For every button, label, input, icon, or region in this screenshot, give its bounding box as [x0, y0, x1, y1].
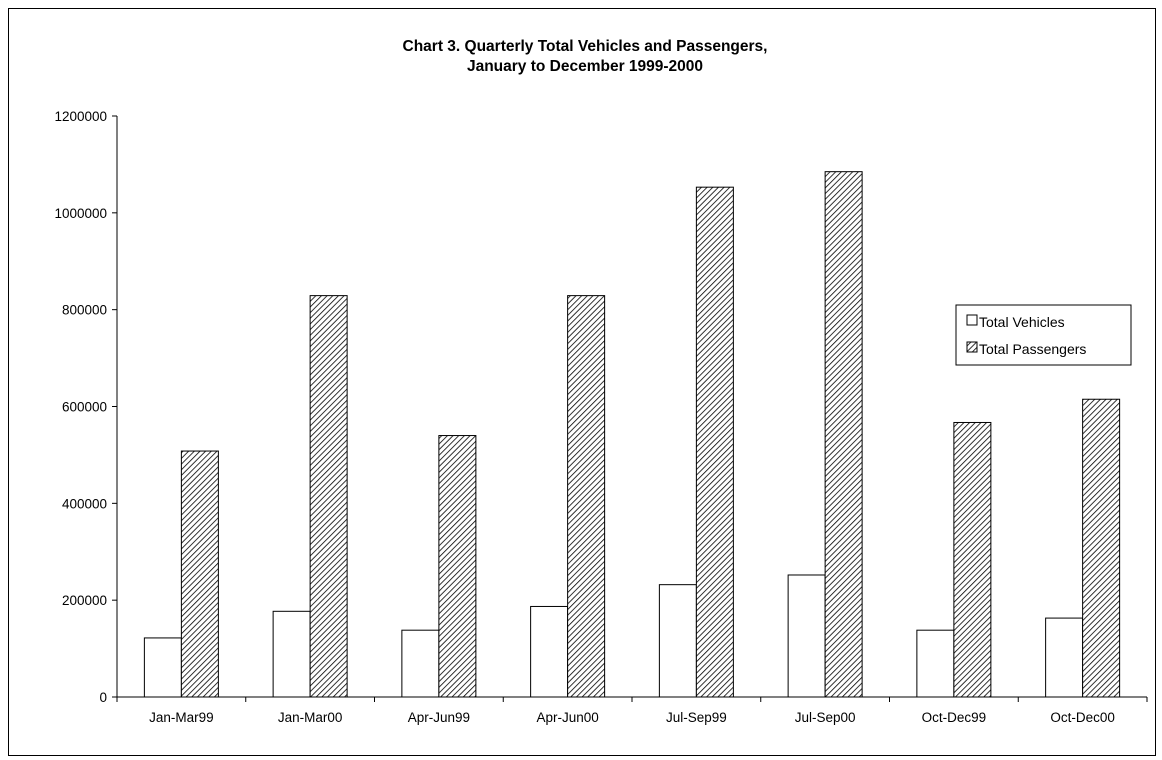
legend-swatch-vehicles — [966, 314, 978, 326]
bar-total-passengers — [309, 295, 348, 698]
bars — [143, 171, 1121, 698]
bar-total-passengers — [567, 295, 606, 698]
legend-box — [955, 304, 1132, 366]
bar-total-passengers — [695, 186, 734, 698]
y-tick-label: 800000 — [62, 303, 107, 318]
y-tick-label: 200000 — [62, 593, 107, 608]
y-tick-label: 600000 — [62, 400, 107, 415]
x-tick-label: Jul-Sep00 — [795, 710, 856, 725]
bar-total-vehicles — [401, 629, 440, 698]
x-tick-label: Oct-Dec00 — [1050, 710, 1115, 725]
chart-subtitle: January to December 1999-2000 — [467, 58, 703, 75]
x-tick-label: Jul-Sep99 — [666, 710, 727, 725]
x-tick-label: Jan-Mar00 — [278, 710, 343, 725]
legend: Total Vehicles Total Passengers — [955, 304, 1132, 366]
y-tick-label: 1000000 — [54, 206, 107, 221]
y-tick-label: 1200000 — [54, 109, 107, 124]
legend-swatch-passengers — [966, 341, 978, 353]
y-tick-label: 400000 — [62, 496, 107, 511]
legend-label-vehicles: Total Vehicles — [979, 314, 1065, 330]
bar-total-passengers — [1082, 398, 1121, 698]
bar-total-vehicles — [530, 605, 569, 698]
bar-total-passengers — [953, 421, 992, 698]
legend-label-passengers: Total Passengers — [979, 341, 1086, 357]
x-axis: Jan-Mar99 Jan-Mar00 Apr-Jun99 Apr-Jun00 Jul-… — [116, 696, 1148, 725]
x-tick-label: Jan-Mar99 — [149, 710, 214, 725]
chart-title: Chart 3. Quarterly Total Vehicles and Pa… — [403, 38, 768, 55]
bar-total-vehicles — [787, 574, 826, 698]
bar-total-passengers — [438, 435, 477, 698]
bar-total-vehicles — [143, 637, 182, 698]
bar-total-vehicles — [1045, 617, 1084, 698]
y-axis: 0 200000 400000 600000 800000 1000000 1200000 — [54, 109, 118, 705]
bar-total-passengers — [824, 171, 863, 698]
bar-total-vehicles — [658, 584, 697, 698]
bar-total-passengers — [180, 450, 219, 698]
y-tick-label: 0 — [99, 690, 107, 705]
bar-total-vehicles — [272, 610, 311, 698]
bar-total-vehicles — [916, 629, 955, 698]
x-tick-label: Oct-Dec99 — [922, 710, 987, 725]
x-tick-label: Apr-Jun99 — [408, 710, 470, 725]
x-tick-label: Apr-Jun00 — [536, 710, 598, 725]
